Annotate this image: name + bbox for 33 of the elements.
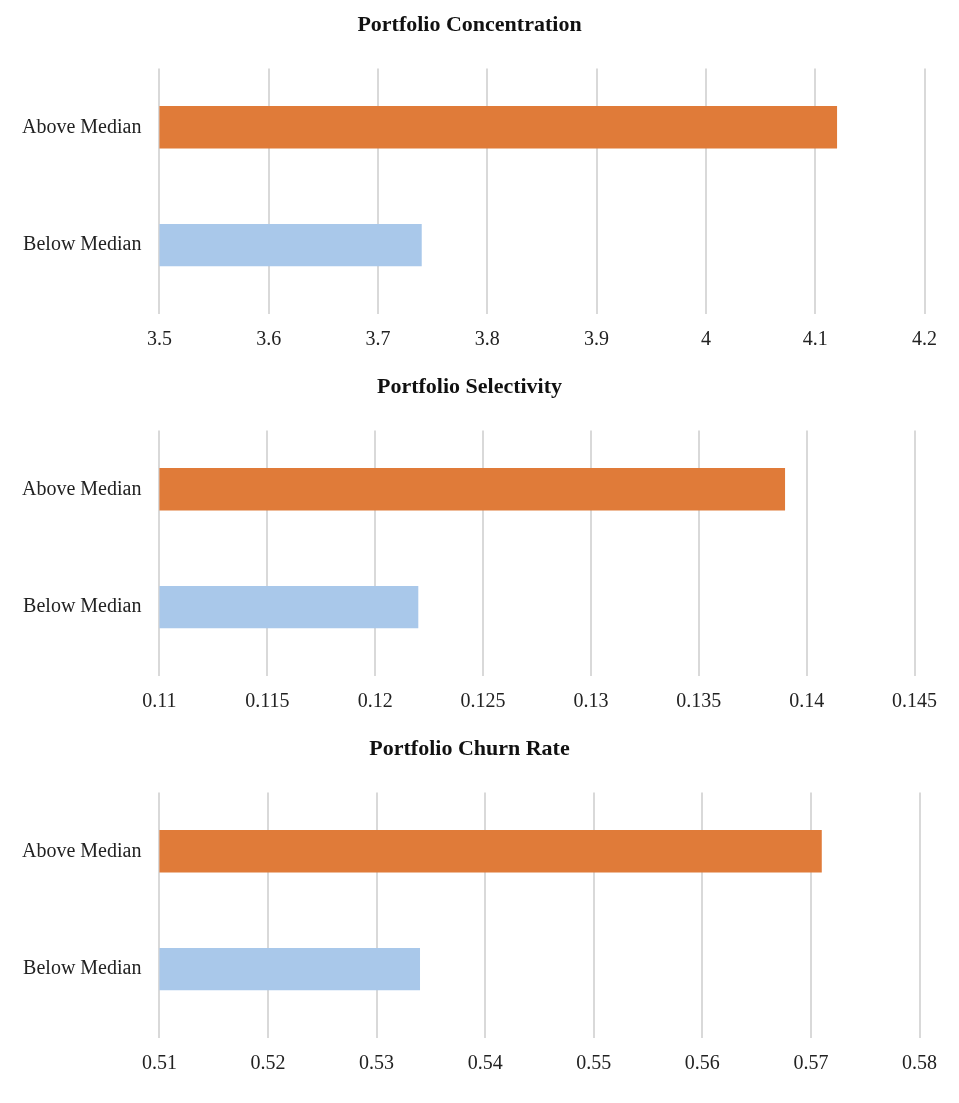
x-tick-label: 0.55	[576, 1051, 612, 1074]
y-tick-label: Below Median	[23, 956, 142, 979]
y-tick-label: Above Median	[21, 476, 142, 499]
x-tick-label: 3.6	[256, 327, 282, 350]
x-tick-label: 0.125	[460, 689, 506, 712]
chart-title: Portfolio Concentration	[357, 10, 582, 36]
y-tick-label: Below Median	[23, 594, 142, 617]
x-tick-label: 0.145	[892, 689, 937, 712]
x-tick-label: 0.53	[359, 1051, 395, 1074]
x-tick-label: 0.57	[793, 1051, 829, 1074]
y-tick-label: Above Median	[21, 838, 142, 861]
x-tick-label: 0.11	[142, 689, 177, 712]
x-tick-label: 0.14	[789, 689, 825, 712]
x-tick-label: 0.115	[245, 689, 290, 712]
x-tick-label: 0.13	[573, 689, 609, 712]
x-tick-label: 0.56	[684, 1051, 720, 1074]
chart-title: Portfolio Selectivity	[376, 372, 563, 398]
x-tick-label: 0.54	[467, 1051, 503, 1074]
x-tick-label: 3.5	[146, 327, 172, 350]
x-tick-label: 4	[700, 327, 711, 350]
x-tick-label: 4.2	[912, 327, 937, 350]
x-tick-label: 0.58	[902, 1051, 937, 1074]
x-tick-label: 0.52	[250, 1051, 286, 1074]
chart-title: Portfolio Churn Rate	[369, 734, 570, 760]
x-tick-label: 3.9	[584, 327, 610, 350]
x-tick-label: 4.1	[802, 327, 828, 350]
x-tick-label: 0.51	[141, 1051, 177, 1074]
x-tick-label: 3.7	[365, 327, 391, 350]
x-tick-label: 0.12	[357, 689, 393, 712]
y-tick-label: Below Median	[23, 232, 142, 255]
x-tick-label: 0.135	[676, 689, 722, 712]
y-tick-label: Above Median	[21, 114, 142, 137]
x-tick-label: 3.8	[474, 327, 500, 350]
